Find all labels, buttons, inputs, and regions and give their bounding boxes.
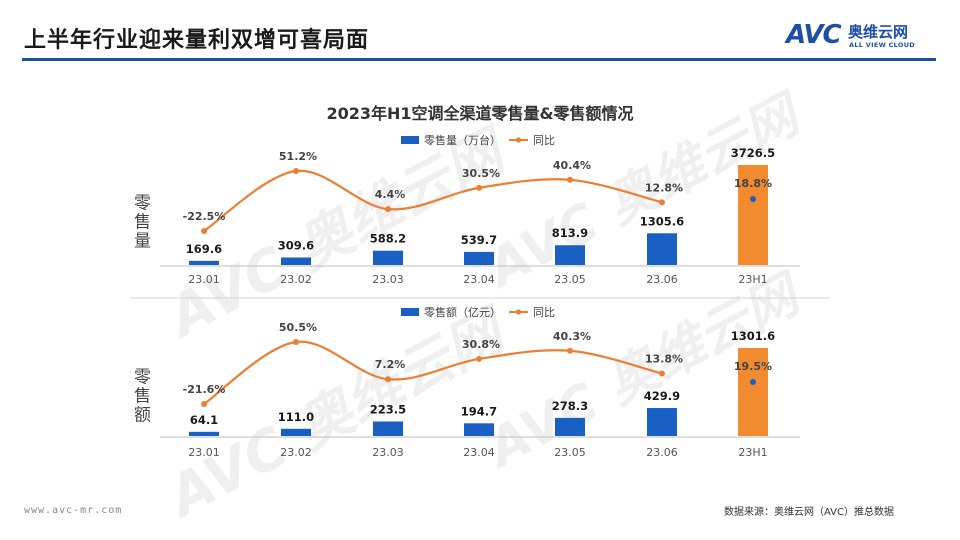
- title-divider: [22, 58, 936, 61]
- yoy-pct-label-total: 18.8%: [734, 177, 772, 190]
- yoy-pct-label: 50.5%: [279, 321, 317, 334]
- yoy-point: [659, 370, 665, 377]
- bar: [281, 257, 311, 265]
- yoy-pct-label: -22.5%: [183, 210, 226, 223]
- yoy-point-total: [750, 379, 756, 385]
- yoy-line: [203, 169, 663, 232]
- yoy-pct-label: 51.2%: [279, 150, 317, 163]
- x-tick-label: 23H1: [738, 446, 767, 459]
- x-tick-label: 23.06: [646, 273, 678, 286]
- yoy-pct-label: 40.4%: [553, 159, 591, 172]
- bar-value-label: 539.7: [461, 233, 497, 247]
- bar: [555, 417, 585, 436]
- yoy-pct-label-total: 19.5%: [734, 360, 772, 373]
- bar-value-label: 3726.5: [731, 146, 775, 160]
- bar-value-label: 1301.6: [731, 329, 775, 343]
- bar: [281, 428, 311, 436]
- bar: [373, 421, 403, 436]
- bar-value-label: 1305.6: [640, 214, 684, 228]
- yoy-point: [567, 347, 573, 354]
- panel-label: 零售量: [130, 194, 151, 251]
- avc-logo: AVC 奥维云网 ALL VIEW CLOUD: [786, 20, 936, 54]
- x-tick-label: 23.03: [372, 446, 404, 459]
- bar: [555, 245, 585, 265]
- yoy-pct-label: 30.8%: [462, 338, 500, 351]
- yoy-point: [476, 184, 482, 191]
- yoy-pct-label: 30.5%: [462, 167, 500, 180]
- footer-url: www.avc-mr.com: [24, 505, 123, 516]
- yoy-point: [201, 228, 207, 234]
- bar-value-label: 813.9: [552, 226, 588, 240]
- x-tick-label: 23.04: [463, 273, 495, 286]
- yoy-point: [659, 199, 665, 206]
- bar-value-label: 588.2: [370, 232, 406, 246]
- bar: [738, 165, 768, 265]
- yoy-line: [203, 340, 663, 405]
- yoy-point: [385, 376, 391, 383]
- x-tick-label: 23.01: [188, 446, 220, 459]
- yoy-point: [293, 168, 299, 174]
- bar-value-label: 429.9: [644, 389, 680, 403]
- page-title: 上半年行业迎来量利双增可喜局面: [24, 28, 370, 53]
- legend-line-label: 同比: [533, 134, 555, 147]
- bar-value-label: 223.5: [370, 402, 406, 416]
- x-tick-label: 23.05: [554, 446, 586, 459]
- legend-bar-label: 零售额（亿元）: [424, 305, 501, 319]
- legend-bar-label: 零售量（万台）: [424, 133, 501, 147]
- data-source: 数据来源：奥维云网（AVC）推总数据: [723, 507, 894, 518]
- bar-value-label: 194.7: [461, 404, 497, 418]
- bar: [647, 408, 677, 436]
- bar-value-label: 111.0: [278, 410, 314, 424]
- bar: [189, 431, 219, 436]
- x-tick-label: 23.02: [280, 446, 312, 459]
- x-tick-label: 23.01: [188, 273, 220, 286]
- x-tick-label: 23.02: [280, 273, 312, 286]
- yoy-pct-label: 13.8%: [645, 353, 683, 366]
- bar: [647, 233, 677, 265]
- yoy-pct-label: 12.8%: [645, 181, 683, 194]
- bar-value-label: 309.6: [278, 238, 314, 252]
- yoy-pct-label: 40.3%: [553, 330, 591, 343]
- yoy-point: [201, 401, 207, 407]
- panel-label: 零售额: [130, 368, 151, 425]
- x-tick-label: 23.05: [554, 273, 586, 286]
- bar-value-label: 64.1: [190, 413, 218, 427]
- yoy-point-total: [750, 196, 756, 202]
- yoy-pct-label: 7.2%: [375, 358, 406, 371]
- bar-value-label: 169.6: [186, 242, 222, 256]
- x-tick-label: 23.04: [463, 446, 495, 459]
- chart-title: 2023年H1空调全渠道零售量&零售额情况: [326, 104, 634, 123]
- bar: [738, 348, 768, 436]
- logo-mark: AVC: [786, 20, 842, 50]
- yoy-pct-label: -21.6%: [183, 383, 226, 396]
- legend-line-marker: [515, 137, 522, 143]
- logo-name-en: ALL VIEW CLOUD: [849, 41, 915, 49]
- yoy-point: [476, 355, 482, 362]
- x-tick-label: 23.06: [646, 446, 678, 459]
- legend-bar-swatch: [401, 136, 419, 144]
- x-tick-label: 23H1: [738, 273, 767, 286]
- yoy-point: [385, 206, 391, 213]
- x-tick-label: 23.03: [372, 273, 404, 286]
- yoy-pct-label: 4.4%: [375, 188, 406, 201]
- legend-line-marker: [515, 309, 522, 315]
- logo-name-cn: 奥维云网: [848, 23, 909, 41]
- bar-value-label: 278.3: [552, 399, 588, 413]
- legend-line-label: 同比: [533, 306, 555, 319]
- yoy-point: [567, 176, 573, 183]
- bar: [189, 260, 219, 265]
- legend-bar-swatch: [401, 308, 419, 316]
- bar: [464, 251, 494, 265]
- bar: [464, 423, 494, 436]
- yoy-point: [293, 339, 299, 345]
- bar: [373, 250, 403, 265]
